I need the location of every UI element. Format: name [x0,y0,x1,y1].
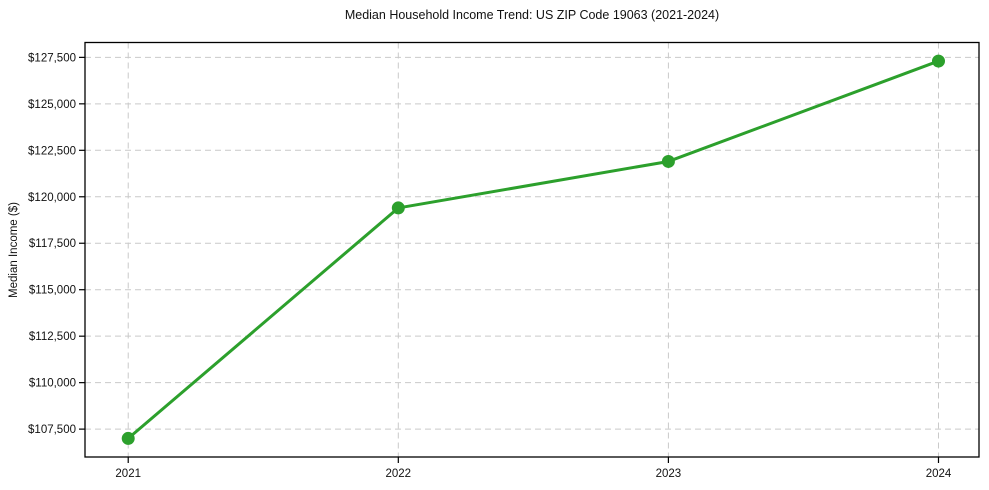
x-tick-label: 2024 [926,468,952,480]
x-tick-label: 2021 [115,468,141,480]
y-tick-label: $115,000 [29,285,76,297]
data-point [391,201,405,215]
data-point [931,54,945,68]
data-point [661,154,675,168]
chart-title: Median Household Income Trend: US ZIP Co… [344,8,720,22]
line-series [126,59,940,440]
x-tick-label: 2023 [656,468,682,480]
y-tick-label: $107,500 [28,424,76,436]
y-tick-label: $110,000 [29,378,76,390]
data-point [121,431,135,445]
y-tick-label: $117,500 [29,238,76,250]
x-tick-label: 2022 [386,468,412,480]
y-tick-label: $127,500 [28,52,76,64]
y-tick-label: $120,000 [28,192,76,204]
y-tick-label: $112,500 [29,331,76,343]
y-tick-label: $122,500 [28,145,76,157]
plot-border [84,41,980,458]
y-tick-label: $125,000 [28,99,76,111]
